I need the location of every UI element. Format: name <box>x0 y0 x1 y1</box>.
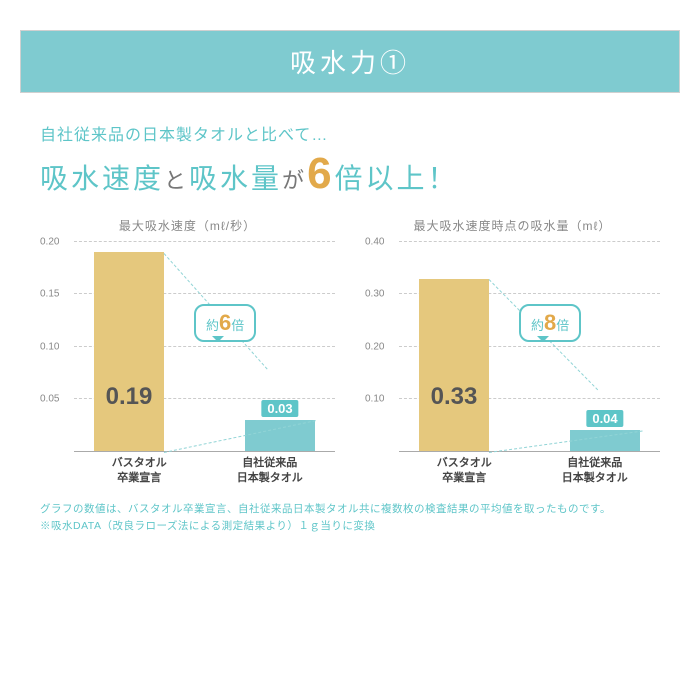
xlabel: 自社従来品日本製タオル <box>205 456 336 487</box>
bar-value: 0.04 <box>586 410 623 427</box>
subt-p1: 吸水速度 <box>40 163 164 194</box>
footnote-line2: ※吸水DATA（改良ラローズ法による測定結果より）１ｇ当りに変換 <box>40 518 660 535</box>
chart2: 最大吸水速度時点の吸水量（mℓ） 0.400.300.200.10 0.33 0… <box>365 217 660 487</box>
subt-tail: 倍以上！ <box>335 163 459 194</box>
ytick: 0.15 <box>40 289 59 300</box>
subt-j2: が <box>282 168 307 193</box>
xlabels: バスタオル卒業宣言 自社従来品日本製タオル <box>74 456 335 487</box>
ytick: 0.05 <box>40 393 59 404</box>
bar-primary: 0.19 <box>94 252 164 451</box>
subtitle: 自社従来品の日本製タオルと比べて… 吸水速度と吸水量が6倍以上！ <box>20 121 680 199</box>
xlabel: 自社従来品日本製タオル <box>530 456 661 487</box>
subtitle-small: 自社従来品の日本製タオルと比べて… <box>40 121 680 145</box>
xlabel: バスタオル卒業宣言 <box>399 456 530 487</box>
bar-secondary: 0.03 <box>245 420 315 451</box>
ytick: 0.40 <box>365 237 384 248</box>
ytick: 0.20 <box>40 237 59 248</box>
bar-value: 0.03 <box>261 400 298 417</box>
chart-title: 最大吸水速度時点の吸水量（mℓ） <box>365 217 660 234</box>
ytick: 0.10 <box>40 341 59 352</box>
banner: 吸水力① <box>20 30 680 93</box>
plot: 0.200.150.100.05 0.19 0.03 約6倍 <box>74 242 335 452</box>
multiplier-callout: 約6倍 <box>194 304 256 342</box>
xlabel: バスタオル卒業宣言 <box>74 456 205 487</box>
ytick: 0.20 <box>365 341 384 352</box>
bar-value: 0.19 <box>106 383 153 411</box>
bar-primary: 0.33 <box>419 279 489 451</box>
xlabels: バスタオル卒業宣言 自社従来品日本製タオル <box>399 456 660 487</box>
chart-title: 最大吸水速度（mℓ/秒） <box>40 217 335 234</box>
chart1: 最大吸水速度（mℓ/秒） 0.200.150.100.05 0.19 0.03 … <box>40 217 335 487</box>
subt-num: 6 <box>307 149 334 198</box>
gridline <box>399 241 660 242</box>
subt-j1: と <box>164 168 189 193</box>
multiplier-callout: 約8倍 <box>519 304 581 342</box>
ytick: 0.10 <box>365 393 384 404</box>
ytick: 0.30 <box>365 289 384 300</box>
subtitle-big: 吸水速度と吸水量が6倍以上！ <box>40 149 680 199</box>
footnote: グラフの数値は、バスタオル卒業宣言、自社従来品日本製タオル共に複数枚の検査結果の… <box>20 487 680 535</box>
gridline <box>74 241 335 242</box>
bar-value: 0.33 <box>431 383 478 411</box>
plot: 0.400.300.200.10 0.33 0.04 約8倍 <box>399 242 660 452</box>
subt-p2: 吸水量 <box>189 163 282 194</box>
footnote-line1: グラフの数値は、バスタオル卒業宣言、自社従来品日本製タオル共に複数枚の検査結果の… <box>40 501 660 518</box>
charts-row: 最大吸水速度（mℓ/秒） 0.200.150.100.05 0.19 0.03 … <box>20 217 680 487</box>
banner-text: 吸水力① <box>290 48 410 78</box>
